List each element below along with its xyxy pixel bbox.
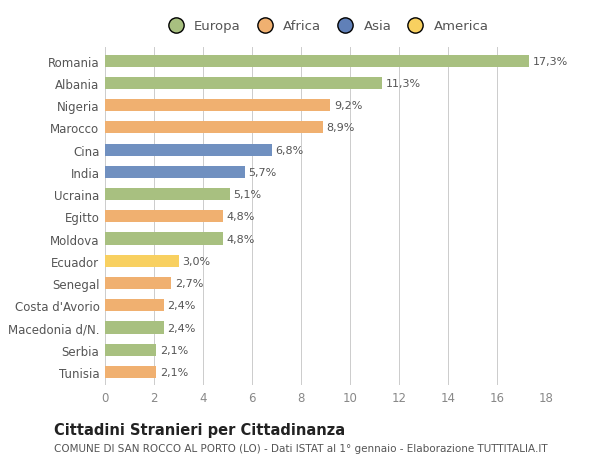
Bar	[105, 100, 331, 112]
Text: 2,1%: 2,1%	[160, 345, 188, 355]
Text: 2,1%: 2,1%	[160, 367, 188, 377]
Text: 4,8%: 4,8%	[226, 212, 254, 222]
Text: 8,9%: 8,9%	[327, 123, 355, 133]
Text: 11,3%: 11,3%	[386, 78, 421, 89]
Bar	[105, 122, 323, 134]
Bar	[105, 255, 179, 268]
Text: 2,7%: 2,7%	[175, 279, 203, 288]
Text: 5,7%: 5,7%	[248, 168, 277, 178]
Legend: Europa, Africa, Asia, America: Europa, Africa, Asia, America	[160, 17, 491, 36]
Text: COMUNE DI SAN ROCCO AL PORTO (LO) - Dati ISTAT al 1° gennaio - Elaborazione TUTT: COMUNE DI SAN ROCCO AL PORTO (LO) - Dati…	[54, 443, 548, 453]
Bar	[105, 166, 245, 179]
Bar	[105, 211, 223, 223]
Bar	[105, 300, 164, 312]
Text: 2,4%: 2,4%	[167, 301, 196, 311]
Text: 6,8%: 6,8%	[275, 146, 304, 155]
Bar	[105, 344, 157, 356]
Text: 4,8%: 4,8%	[226, 234, 254, 244]
Text: 5,1%: 5,1%	[233, 190, 262, 200]
Text: 9,2%: 9,2%	[334, 101, 362, 111]
Text: 17,3%: 17,3%	[533, 56, 568, 67]
Text: 2,4%: 2,4%	[167, 323, 196, 333]
Bar	[105, 56, 529, 67]
Bar	[105, 144, 272, 157]
Bar	[105, 366, 157, 378]
Text: 3,0%: 3,0%	[182, 256, 211, 266]
Text: Cittadini Stranieri per Cittadinanza: Cittadini Stranieri per Cittadinanza	[54, 422, 345, 437]
Bar	[105, 322, 164, 334]
Bar	[105, 233, 223, 245]
Bar	[105, 78, 382, 90]
Bar	[105, 189, 230, 201]
Bar	[105, 277, 171, 290]
